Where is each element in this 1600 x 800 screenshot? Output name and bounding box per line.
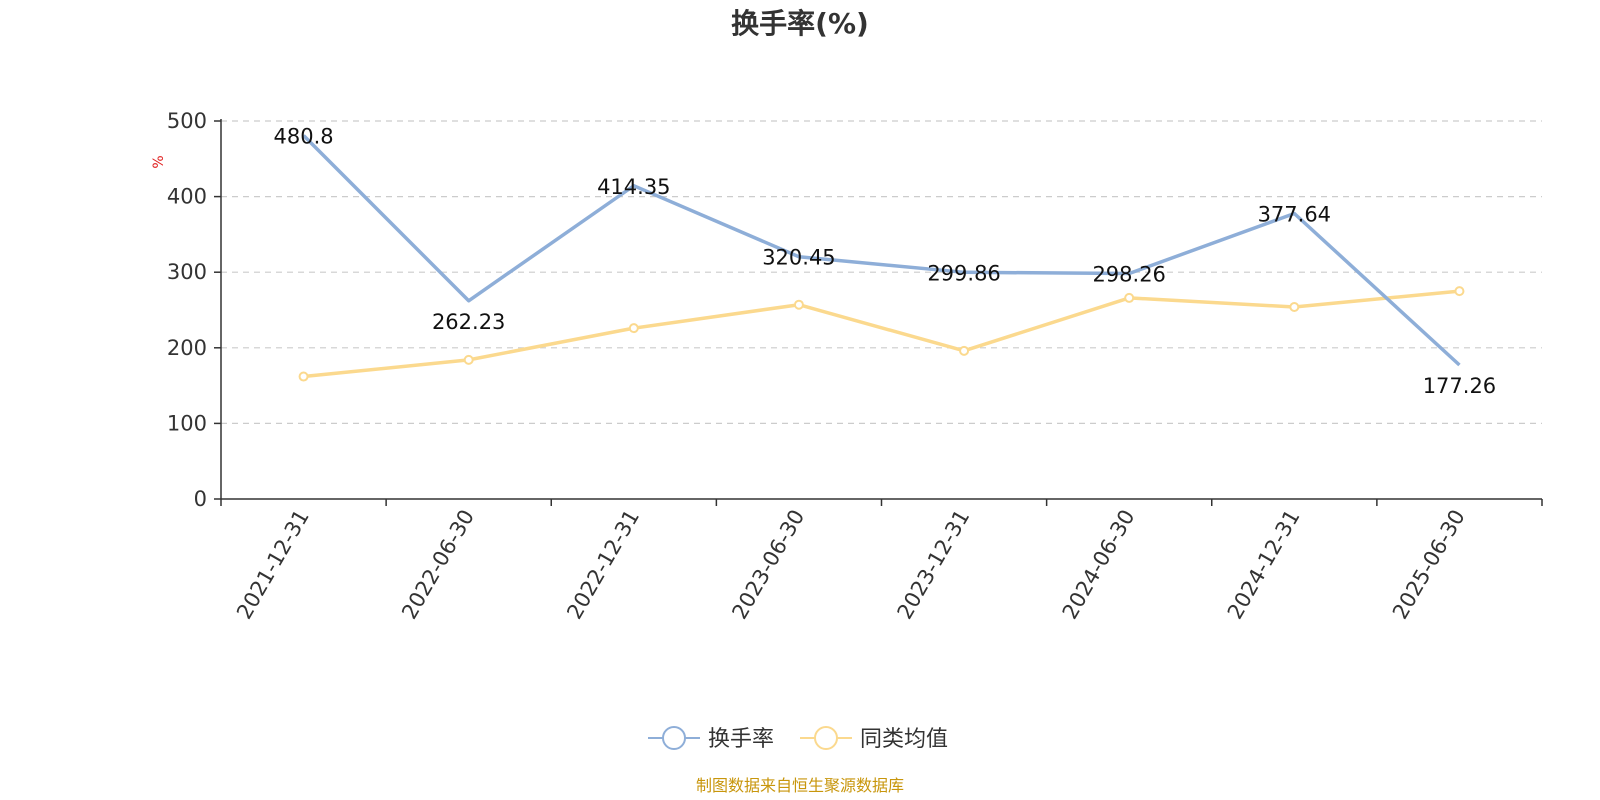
chart-title: 换手率(%) [731,7,869,40]
data-labels: 480.8 262.23 414.35 320.45 299.86 298.26 377.6… [274,125,1497,398]
series-point [298,371,309,382]
data-label: 480.8 [274,125,334,149]
series-group [298,134,1465,382]
data-label: 414.35 [597,175,670,199]
x-tick-label: 2025-06-30 [1388,506,1470,624]
x-tick-label: 2024-06-30 [1058,506,1140,624]
x-tick-label: 2022-12-31 [562,506,644,624]
y-tick-label: 500 [167,109,207,133]
x-tick-label: 2023-12-31 [893,506,975,624]
x-tick-label: 2023-06-30 [727,506,809,624]
legend-item-1[interactable]: 同类均值 [800,726,948,752]
legend-item-0[interactable]: 换手率 [648,726,774,752]
legend-label: 换手率 [708,727,774,752]
series-point [463,354,474,365]
series-point [959,345,970,356]
y-axis-unit: % [151,155,167,168]
data-label: 298.26 [1092,263,1165,287]
x-tick-label: 2021-12-31 [232,506,314,624]
y-tick-label: 200 [167,336,207,360]
y-axis-ticks: 0 100 200 300 400 500 [167,109,221,511]
data-label: 377.64 [1258,203,1331,227]
x-tick-label: 2022-06-30 [397,506,479,624]
y-tick-label: 400 [167,185,207,209]
legend-marker [662,726,686,750]
series-line-0 [302,134,1461,367]
legend-marker [814,726,838,750]
data-label: 299.86 [927,261,1000,285]
y-tick-label: 0 [194,487,207,511]
series-point [1289,301,1300,312]
series-point [793,299,804,310]
legend[interactable]: 换手率 同类均值 [648,726,948,752]
axes [220,119,1542,500]
y-tick-label: 300 [167,260,207,284]
data-label: 320.45 [762,246,835,270]
data-label: 177.26 [1423,374,1496,398]
series-point [1124,292,1135,303]
grid-lines [221,120,1542,424]
data-source-note: 制图数据来自恒生聚源数据库 [696,776,904,795]
x-tick-label: 2024-12-31 [1223,506,1305,624]
series-line-1 [303,289,1460,379]
series-point [1454,286,1465,297]
data-label: 262.23 [432,310,505,334]
y-tick-label: 100 [167,411,207,435]
x-axis-ticks: 2021-12-31 2022-06-30 2022-12-31 2023-06-30… [220,499,1543,624]
legend-label: 同类均值 [860,727,948,752]
series-point [628,323,639,334]
